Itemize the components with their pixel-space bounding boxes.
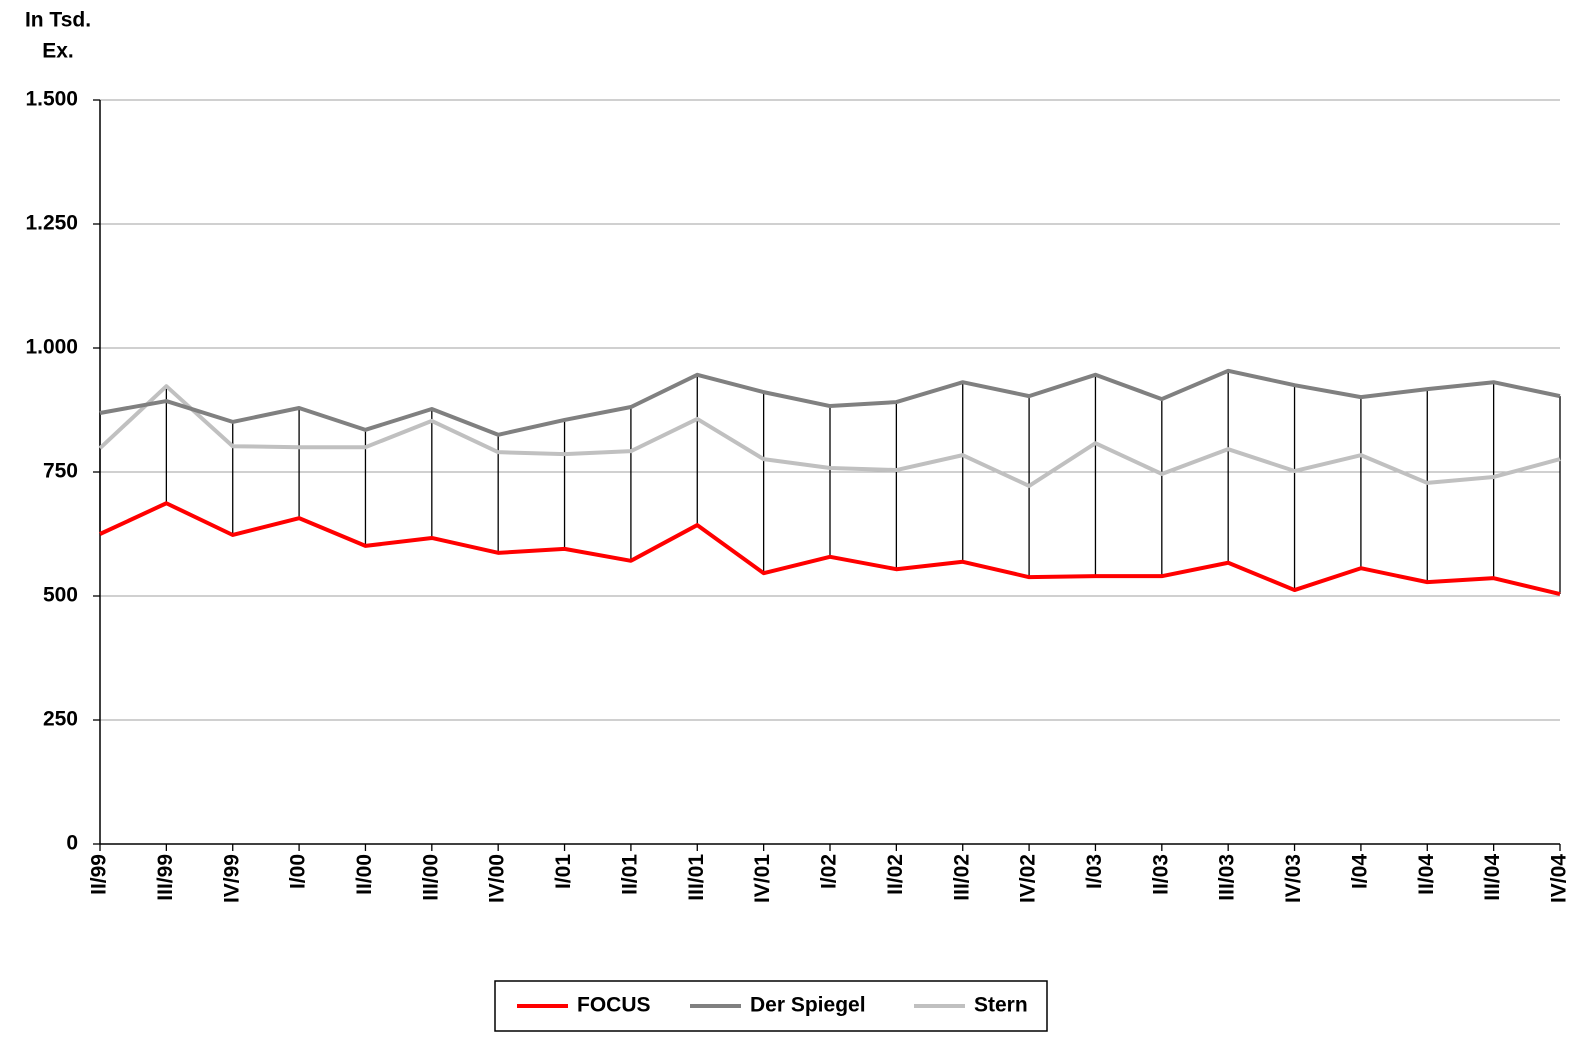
y-tick-label: 0 [66,832,78,855]
legend-label: Der Spiegel [750,994,866,1017]
x-tick-label: IV/00 [486,854,509,903]
x-tick-label: IV/02 [1017,854,1040,903]
x-tick-label: IV/03 [1282,854,1305,903]
y-tick-label: 250 [43,708,78,731]
x-tick-label: III/04 [1481,854,1504,901]
x-tick-label: II/00 [353,854,376,895]
x-tick-label: IV/01 [751,854,774,903]
x-tick-label: I/00 [287,854,310,889]
legend-label: FOCUS [577,994,651,1017]
y-axis-title: Ex. [42,40,74,63]
x-tick-label: II/01 [618,854,641,895]
y-tick-label: 750 [43,460,78,483]
x-tick-label: III/03 [1216,854,1239,901]
x-tick-label: II/04 [1415,854,1438,895]
y-tick-label: 1.250 [25,212,78,235]
x-tick-label: II/03 [1149,854,1172,895]
x-tick-label: III/02 [950,854,973,901]
y-tick-label: 1.000 [25,336,78,359]
x-tick-label: II/02 [884,854,907,895]
y-axis-title: In Tsd. [25,9,91,32]
series-line [99,368,1561,437]
x-tick-label: III/00 [419,854,442,901]
x-tick-label: I/04 [1348,854,1371,889]
series-line [99,501,1561,596]
x-tick-label: I/02 [818,854,841,889]
x-tick-label: IV/99 [220,854,243,903]
y-tick-label: 1.500 [25,88,78,111]
series-line [98,384,1561,488]
x-tick-label: IV/04 [1548,854,1571,903]
x-tick-label: I/03 [1083,854,1106,889]
x-tick-label: III/01 [685,854,708,901]
y-tick-label: 500 [43,584,78,607]
x-tick-label: III/99 [154,854,177,901]
legend: FOCUS Der Spiegel Stern [494,980,1048,1032]
x-tick-label: II/99 [88,854,111,895]
legend-label: Stern [974,994,1028,1017]
x-tick-label: I/01 [552,854,575,889]
